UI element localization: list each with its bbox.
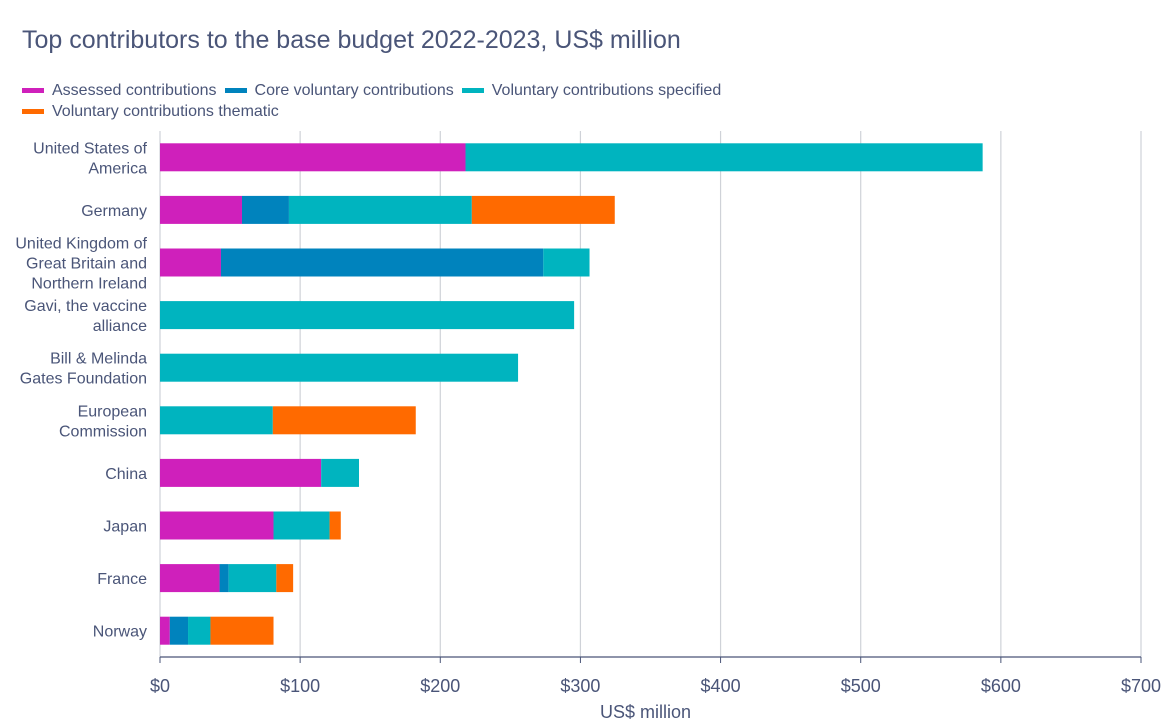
bar-segment	[160, 458, 322, 487]
legend-item: Core voluntary contributions	[224, 80, 454, 101]
legend-swatch	[224, 88, 247, 93]
bar-segment	[273, 511, 330, 540]
legend-item: Assessed contributions	[22, 80, 217, 101]
bar-segment	[210, 616, 274, 645]
bar-segment	[329, 511, 341, 540]
bar-segment	[241, 195, 289, 224]
x-axis-title: US$ million	[600, 702, 691, 722]
bar-segment	[160, 406, 273, 435]
x-tick-label: $400	[701, 676, 741, 696]
bar-segment	[160, 195, 242, 224]
category-label: Bill & Melinda Gates Foundation	[20, 351, 147, 388]
category-label: France	[97, 571, 147, 588]
category-label-line: America	[88, 160, 147, 177]
category-label: Germany	[81, 203, 147, 220]
category-label-line: Norway	[93, 624, 147, 641]
bar-segment	[465, 143, 983, 172]
category-label: China	[105, 466, 147, 483]
category-label-line: Bill & Melinda	[50, 351, 147, 368]
legend-item: Voluntary contributions specified	[461, 80, 722, 101]
x-tick-label: $500	[841, 676, 881, 696]
legend-swatch	[22, 88, 44, 93]
bar-segment	[169, 616, 189, 645]
legend-label: Voluntary contributions thematic	[52, 103, 279, 120]
bar-segment	[321, 458, 360, 487]
category-label-line: Northern Ireland	[31, 276, 147, 293]
bar-segment	[160, 564, 220, 593]
legend: Assessed contributions Core voluntary con…	[22, 80, 822, 122]
chart-title: Top contributors to the base budget 2022…	[22, 26, 681, 54]
bar-segment	[220, 248, 544, 277]
category-label-line: Japan	[103, 519, 147, 536]
bar-segment	[228, 564, 277, 593]
x-tick-label: $300	[560, 676, 600, 696]
x-tick-label: $100	[280, 676, 320, 696]
category-label: Norway	[93, 624, 147, 641]
legend-swatch	[461, 88, 484, 93]
x-tick-label: $200	[420, 676, 460, 696]
bar-segment	[160, 301, 575, 330]
legend-label: Voluntary contributions specified	[491, 82, 722, 99]
category-label: United Kingdom of Great Britain and Northe…	[15, 236, 147, 293]
legend-label: Core voluntary contributions	[254, 82, 454, 99]
legend-swatch	[22, 109, 44, 114]
category-label-line: Gavi, the vaccine	[24, 298, 147, 315]
bar-segment	[160, 616, 170, 645]
bar-segment	[471, 195, 615, 224]
category-label-line: Gates Foundation	[20, 371, 147, 388]
category-label-line: European	[78, 403, 147, 420]
bar-segment	[160, 353, 519, 382]
category-label-line: United States of	[33, 140, 147, 157]
category-label: United States of America	[33, 140, 147, 177]
x-tick-label: $0	[150, 676, 170, 696]
category-label-line: Commission	[59, 423, 147, 440]
category-label-line: France	[97, 571, 147, 588]
category-label-line: China	[105, 466, 147, 483]
legend-item: Voluntary contributions thematic	[22, 101, 279, 122]
x-tick-label: $600	[981, 676, 1021, 696]
category-label: European Commission	[59, 403, 147, 440]
category-label-line: United Kingdom of	[15, 236, 147, 253]
bar-segment	[188, 616, 211, 645]
category-label-line: Germany	[81, 203, 147, 220]
bar-segment	[160, 511, 274, 540]
bar-segment	[543, 248, 590, 277]
category-label: Japan	[103, 519, 147, 536]
bar-segment	[272, 406, 416, 435]
legend-label: Assessed contributions	[52, 82, 217, 99]
bar-segment	[160, 143, 466, 172]
bar-segment	[276, 564, 294, 593]
x-tick-label: $700	[1121, 676, 1161, 696]
bar-segment	[160, 248, 221, 277]
category-label-line: alliance	[93, 318, 147, 335]
category-label-line: Great Britain and	[26, 256, 147, 273]
bar-segment	[288, 195, 472, 224]
category-label: Gavi, the vaccine alliance	[24, 298, 147, 335]
bar-segment	[219, 564, 229, 593]
